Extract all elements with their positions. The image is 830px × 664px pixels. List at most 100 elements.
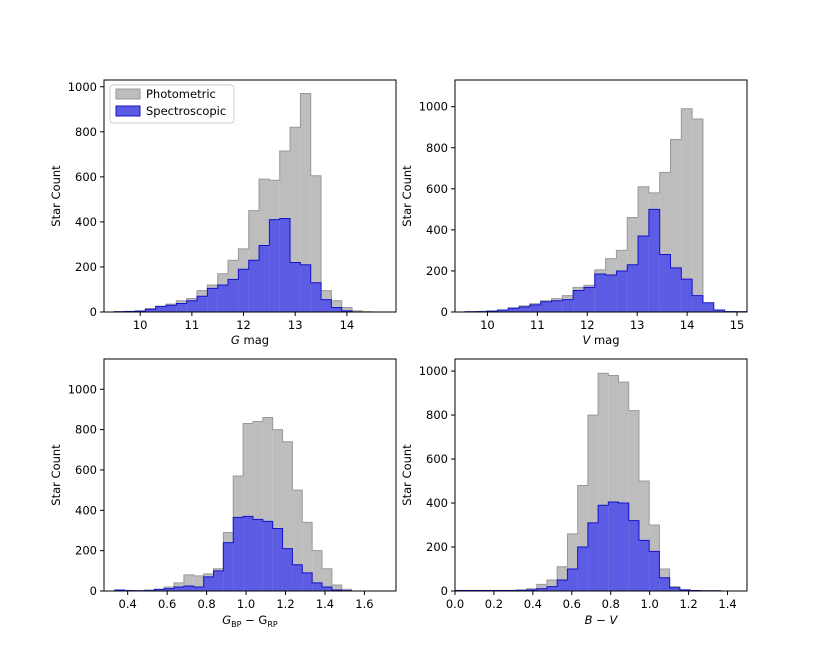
spectroscopic-bar xyxy=(312,582,323,591)
spectroscopic-bar xyxy=(526,589,537,591)
x-tick-label: 1.6 xyxy=(355,597,373,611)
spectroscopic-bar xyxy=(292,564,303,591)
spectroscopic-bar xyxy=(679,589,691,591)
x-tick-label: 14 xyxy=(340,318,355,332)
spectroscopic-bar xyxy=(577,547,588,591)
y-tick-label: 800 xyxy=(426,141,448,155)
spectroscopic-bar xyxy=(259,245,270,312)
spectroscopic-bar xyxy=(331,307,342,312)
photometric-bar xyxy=(312,550,323,591)
spectroscopic-bar xyxy=(262,521,273,591)
y-tick-label: 600 xyxy=(75,463,97,477)
x-axis-ticks: 10 11 12 13 14 xyxy=(133,312,354,332)
photometric-bar xyxy=(608,375,619,591)
photometric-bar xyxy=(193,575,204,591)
spectroscopic-bar xyxy=(551,300,563,312)
photometric-bar xyxy=(331,300,342,312)
y-tick-label: 1000 xyxy=(419,364,448,378)
x-tick-label: 1.2 xyxy=(276,597,294,611)
spectroscopic-bar xyxy=(213,570,224,591)
spectroscopic-bar xyxy=(638,540,650,591)
photometric-bar xyxy=(628,410,639,591)
y-tick-label: 400 xyxy=(75,215,97,229)
y-tick-label: 600 xyxy=(75,170,97,184)
spectroscopic-bar xyxy=(223,542,234,591)
spectroscopic-bar xyxy=(282,548,293,591)
photometric-bar xyxy=(587,415,599,591)
legend-box xyxy=(109,84,235,124)
y-tick-label: 800 xyxy=(426,408,448,422)
y-tick-label: 0 xyxy=(441,305,448,319)
histogram-bars xyxy=(454,372,722,592)
x-tick-label: 10 xyxy=(133,318,148,332)
x-tick-label: 0.4 xyxy=(524,597,542,611)
spectroscopic-bar xyxy=(290,262,301,312)
y-tick-label: 400 xyxy=(75,503,97,517)
spectroscopic-bar xyxy=(536,588,547,591)
x-tick-label: 1.4 xyxy=(316,597,334,611)
spectroscopic-bar xyxy=(557,580,568,591)
spectroscopic-bar xyxy=(233,517,244,591)
spectroscopic-bar xyxy=(164,588,175,591)
photometric-bar xyxy=(638,481,650,591)
x-tick-label: 15 xyxy=(730,318,745,332)
spectroscopic-bar xyxy=(567,569,578,591)
y-tick-label: 1000 xyxy=(68,382,97,396)
y-tick-label: 400 xyxy=(426,223,448,237)
y-tick-label: 200 xyxy=(75,544,97,558)
spectroscopic-bar xyxy=(302,572,313,591)
spectroscopic-bar xyxy=(608,501,619,591)
photometric-bar xyxy=(341,307,353,312)
photometric-bar xyxy=(577,485,588,591)
photometric-bar xyxy=(681,108,693,312)
photometric-bar xyxy=(352,310,363,312)
x-tick-label: 0.2 xyxy=(485,597,503,611)
panel-v-mag: 0 200 400 600 800 1000 10 11 12 13 14 15 V mag Sta… xyxy=(400,79,748,347)
spectroscopic-bar xyxy=(176,303,187,312)
histogram-bars xyxy=(114,417,353,592)
spectroscopic-bar xyxy=(508,308,520,312)
photometric-bar xyxy=(536,584,547,591)
x-tick-label: 13 xyxy=(288,318,303,332)
axes-frame xyxy=(454,358,748,592)
spectroscopic-bar xyxy=(649,551,660,591)
legend-label-photometric: Photometric xyxy=(146,87,216,101)
y-tick-label: 200 xyxy=(75,260,97,274)
spectroscopic-bar xyxy=(713,309,725,312)
photometric-bar xyxy=(670,139,682,312)
x-axis-ticks: 10 11 12 13 14 15 xyxy=(480,312,744,332)
spectroscopic-bar xyxy=(659,577,670,591)
x-tick-label: 1.0 xyxy=(237,597,255,611)
histogram-bars xyxy=(113,93,374,313)
spectroscopic-bar xyxy=(114,589,125,591)
spectroscopic-bar xyxy=(166,305,177,312)
x-tick-label: 13 xyxy=(630,318,645,332)
photometric-bar xyxy=(618,382,629,591)
y-tick-label: 0 xyxy=(90,584,97,598)
spectroscopic-bar xyxy=(322,586,332,591)
spectroscopic-bar xyxy=(243,516,253,591)
x-tick-label: 0.0 xyxy=(446,597,464,611)
spectroscopic-bar xyxy=(519,306,530,312)
spectroscopic-bar xyxy=(155,306,167,312)
spectroscopic-bar xyxy=(238,269,249,312)
y-tick-label: 1000 xyxy=(419,100,448,114)
spectroscopic-bar xyxy=(573,290,584,312)
spectroscopic-bar xyxy=(562,299,574,312)
photometric-bar xyxy=(310,175,322,312)
photometric-bar xyxy=(546,580,558,591)
x-tick-label: 14 xyxy=(680,318,695,332)
spectroscopic-bar xyxy=(272,528,283,591)
x-tick-label: 10 xyxy=(480,318,495,332)
spectroscopic-bar xyxy=(207,288,218,312)
spectroscopic-bar xyxy=(203,576,214,591)
y-axis-ticks: 0 200 400 600 800 1000 xyxy=(419,364,455,598)
photometric-bar xyxy=(183,574,194,591)
spectroscopic-outline xyxy=(464,208,747,313)
spectroscopic-bar xyxy=(248,260,260,312)
spectroscopic-bar xyxy=(540,301,552,312)
spectroscopic-bar xyxy=(321,299,332,312)
spectroscopic-bar xyxy=(310,282,322,312)
spectroscopic-bar xyxy=(638,236,649,312)
